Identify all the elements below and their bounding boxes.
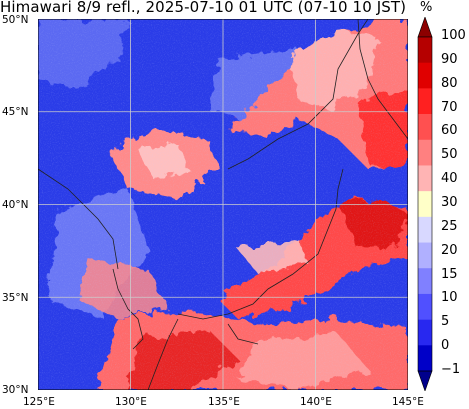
grid-lines	[38, 19, 408, 390]
colorbar-tick-label: 30	[441, 195, 458, 210]
colorbar-segment	[418, 216, 432, 243]
colorbar-tick-label: 0	[441, 338, 450, 354]
colorbar-tick-label: −1	[441, 362, 461, 377]
colorbar-tick-label: 90	[441, 51, 458, 67]
colorbar-tick-label: 100	[441, 28, 466, 43]
colorbar	[417, 17, 433, 391]
colorbar-tick-label: 50	[441, 147, 458, 163]
colorbar-extend-bottom	[417, 370, 433, 391]
colorbar-unit: %	[420, 0, 433, 15]
reflectance-map	[38, 19, 408, 390]
lon-tick-label: 130°E	[115, 396, 147, 408]
lon-tick-label: 145°E	[392, 396, 424, 408]
colorbar-tick-label: 15	[441, 266, 458, 282]
colorbar-tick-label: 60	[441, 123, 458, 139]
colorbar-segment	[418, 88, 432, 115]
lat-tick-label: 30°N	[2, 384, 29, 396]
colorbar-segment	[418, 268, 432, 295]
colorbar-segment	[418, 139, 432, 166]
colorbar-segment	[418, 242, 432, 269]
colorbar-segment	[418, 62, 432, 89]
colorbar-segment	[418, 319, 432, 346]
colorbar-tick-label: 20	[441, 242, 458, 258]
colorbar-segment	[418, 165, 432, 192]
colorbar-segment	[418, 293, 432, 320]
lat-tick-label: 45°N	[2, 106, 29, 118]
map-title: Himawari 8/9 refl., 2025-07-10 01 UTC (0…	[0, 0, 407, 16]
colorbar-tick-label: 5	[441, 314, 450, 330]
lon-tick-label: 140°E	[300, 396, 332, 408]
lat-tick-label: 35°N	[2, 292, 29, 304]
colorbar-segment	[418, 345, 432, 372]
lon-tick-label: 135°E	[208, 396, 240, 408]
colorbar-outline	[417, 36, 433, 372]
colorbar-tick-label: 10	[441, 290, 458, 306]
colorbar-segment	[418, 191, 432, 218]
lat-tick-label: 50°N	[2, 14, 29, 26]
colorbar-extend-top	[417, 17, 433, 38]
lat-tick-label: 40°N	[2, 199, 29, 211]
lon-tick-label: 125°E	[23, 396, 55, 408]
colorbar-tick-label: 40	[441, 171, 458, 187]
colorbar-segment	[418, 114, 432, 141]
colorbar-tick-label: 70	[441, 99, 458, 115]
colorbar-tick-label: 80	[441, 75, 458, 91]
colorbar-tick-label: 25	[441, 218, 458, 234]
colorbar-segment	[418, 37, 432, 63]
